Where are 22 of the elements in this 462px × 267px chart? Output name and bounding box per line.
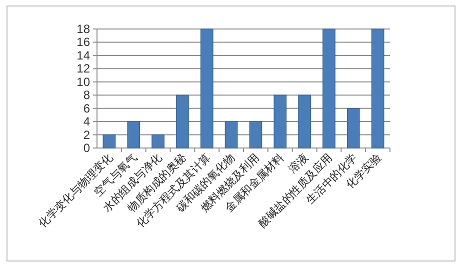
- y-tick-label: 2: [83, 128, 90, 142]
- bar: [249, 121, 262, 148]
- bar: [102, 134, 116, 148]
- bar: [274, 94, 287, 148]
- bar: [371, 28, 384, 148]
- bar: [346, 108, 360, 148]
- y-tick-label: 14: [76, 48, 90, 62]
- y-tick-label: 8: [83, 88, 90, 102]
- bar: [127, 121, 140, 148]
- bar: [152, 134, 164, 148]
- bar: [200, 28, 214, 148]
- y-tick-label: 18: [76, 22, 90, 36]
- y-tick-label: 10: [76, 74, 90, 89]
- bar: [176, 94, 189, 148]
- y-tick-label: 16: [76, 35, 90, 50]
- y-tick-label: 12: [76, 62, 90, 76]
- y-tick-label: 4: [83, 114, 90, 129]
- y-tick-label: 0: [83, 141, 90, 155]
- y-tick-label: 6: [83, 101, 90, 116]
- bar: [298, 94, 311, 148]
- bar: [322, 28, 336, 148]
- bar: [224, 121, 238, 148]
